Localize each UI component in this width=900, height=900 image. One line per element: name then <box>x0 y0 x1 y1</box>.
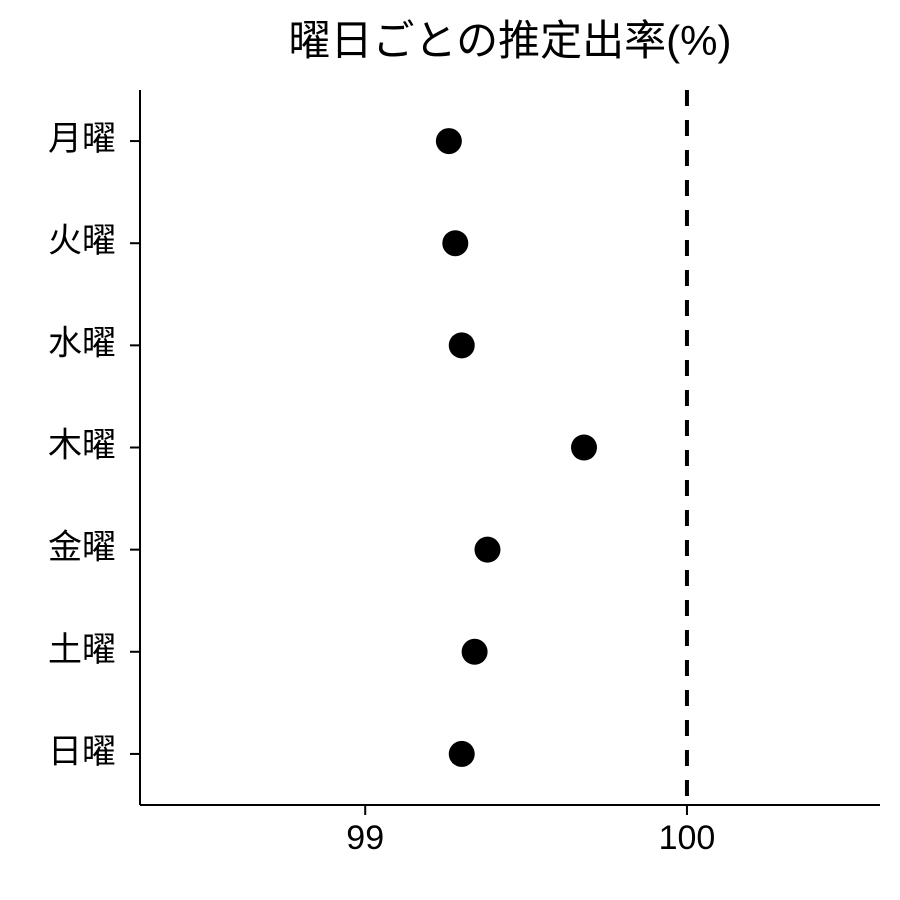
y-tick-label: 日曜 <box>48 733 116 771</box>
y-tick-label: 金曜 <box>48 529 116 567</box>
y-tick-label: 月曜 <box>48 120 116 158</box>
data-point <box>449 741 475 767</box>
data-point <box>474 537 500 563</box>
chart-title: 曜日ごとの推定出率(%) <box>289 17 732 64</box>
data-point <box>442 230 468 256</box>
data-point <box>436 128 462 154</box>
y-tick-label: 土曜 <box>48 631 116 669</box>
y-tick-label: 水曜 <box>48 324 116 362</box>
y-tick-label: 木曜 <box>48 426 116 464</box>
x-tick-label: 100 <box>659 819 716 857</box>
y-tick-label: 火曜 <box>48 222 116 260</box>
dot-plot-chart: 曜日ごとの推定出率(%) 月曜火曜水曜木曜金曜土曜日曜 99 100 <box>0 0 900 900</box>
x-tick-label: 99 <box>346 819 384 857</box>
data-point <box>449 332 475 358</box>
data-point <box>462 639 488 665</box>
data-point <box>571 435 597 461</box>
